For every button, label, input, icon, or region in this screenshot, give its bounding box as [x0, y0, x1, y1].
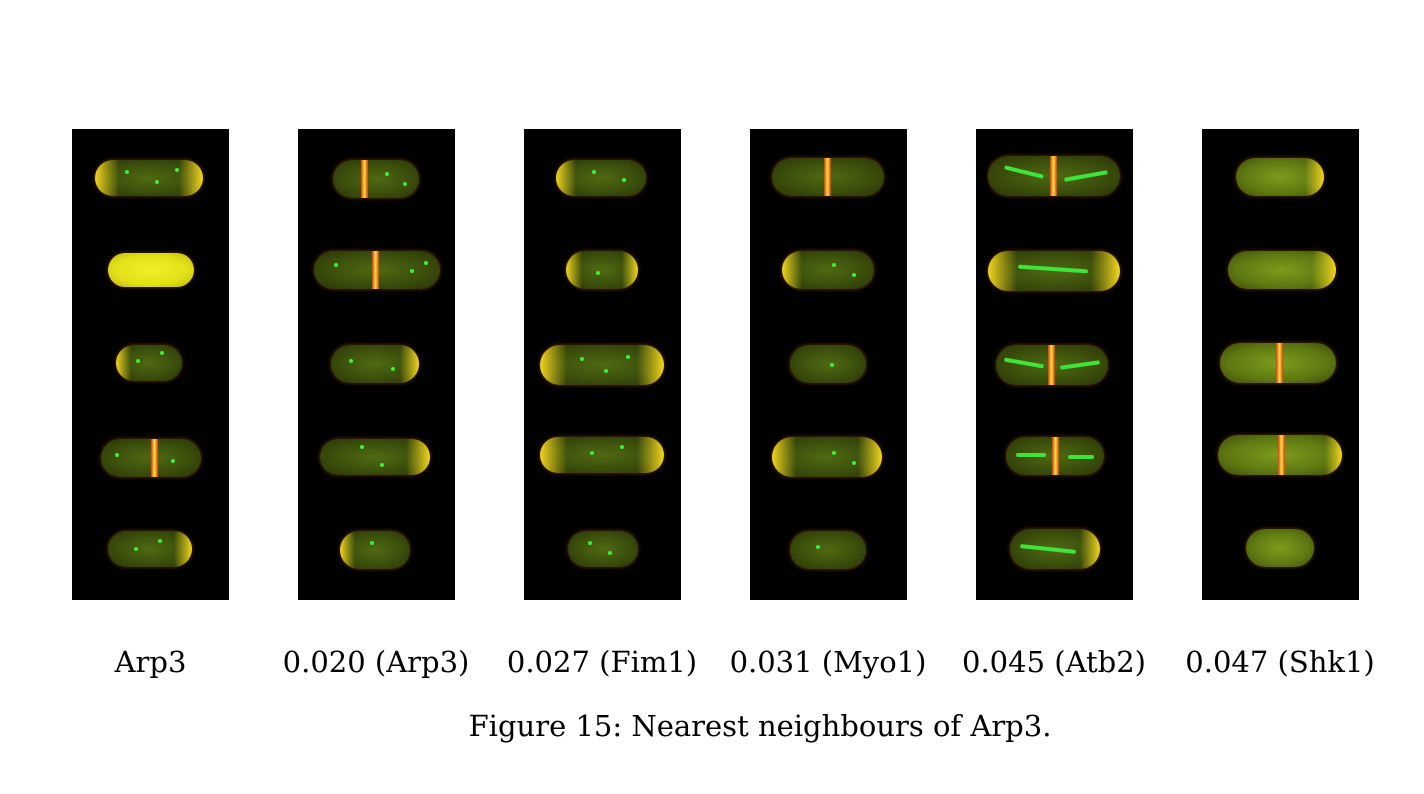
panel-label: Arp3 [114, 645, 187, 679]
cell-image [101, 439, 201, 477]
cell-image [95, 160, 203, 196]
cell-image [108, 531, 192, 567]
panel-label: 0.045 (Atb2) [962, 645, 1146, 679]
cell-image [996, 345, 1108, 385]
cell-image [1228, 251, 1336, 289]
cell-image [108, 253, 194, 287]
cell-image [790, 531, 866, 569]
cell-image [320, 439, 430, 475]
panel-label: 0.047 (Shk1) [1185, 645, 1375, 679]
cell-image [556, 160, 646, 196]
cell-image [1246, 529, 1314, 567]
cell-image [568, 531, 638, 567]
panel-label: 0.031 (Myo1) [729, 645, 927, 679]
cell-image [1010, 529, 1100, 569]
cell-image [988, 251, 1120, 291]
cell-image [331, 345, 419, 383]
image-panel-atb2 [976, 129, 1133, 600]
cell-image [1220, 343, 1336, 383]
image-panel-fim1 [524, 129, 681, 600]
image-panel-arp3-neighbour [298, 129, 455, 600]
panel-label: 0.020 (Arp3) [282, 645, 470, 679]
cell-image [988, 156, 1120, 196]
image-panel-arp3 [72, 129, 229, 600]
image-panel-myo1 [750, 129, 907, 600]
cell-image [790, 345, 866, 383]
cell-image [540, 345, 664, 385]
cell-image [566, 251, 638, 289]
cell-image [772, 158, 884, 196]
cell-image [333, 160, 419, 198]
cell-image [1218, 435, 1342, 475]
cell-image [1236, 158, 1324, 196]
cell-image [340, 531, 410, 569]
cell-image [116, 345, 182, 381]
cell-image [540, 437, 664, 473]
cell-image [314, 251, 440, 289]
image-panel-shk1 [1202, 129, 1359, 600]
panel-label: 0.027 (Fim1) [506, 645, 698, 679]
cell-image [772, 437, 882, 477]
cell-image [782, 251, 874, 289]
figure-caption: Figure 15: Nearest neighbours of Arp3. [468, 709, 1052, 743]
cell-image [1006, 437, 1104, 475]
